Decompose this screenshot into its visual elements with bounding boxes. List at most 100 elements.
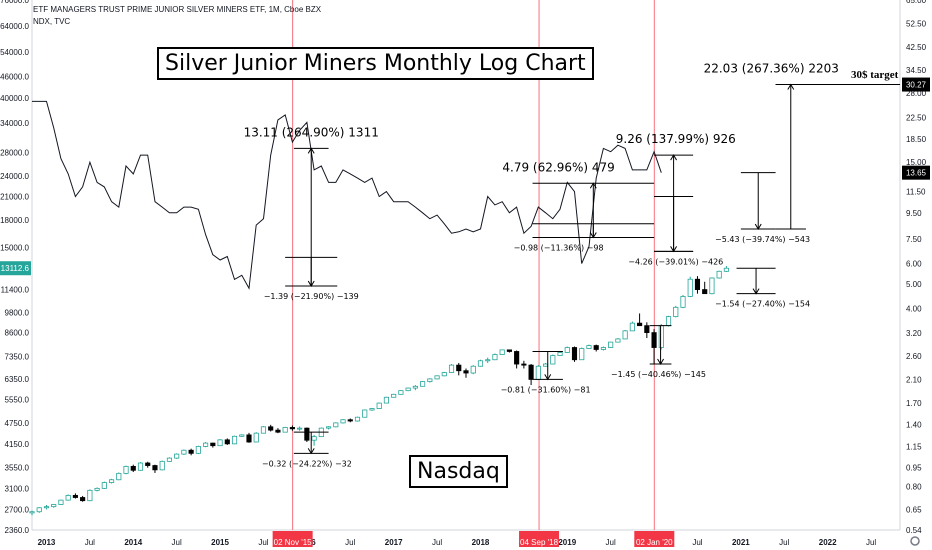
time-tick-label: Jul bbox=[258, 538, 268, 547]
ndx-candle bbox=[43, 506, 50, 509]
ndx-candle bbox=[665, 316, 672, 327]
ndx-candle bbox=[224, 439, 230, 445]
ndx-candle bbox=[608, 341, 614, 348]
ndx-candle bbox=[716, 270, 722, 279]
measure-label: −1.45 (−40.46%) −145 bbox=[611, 370, 706, 379]
time-tick-label: Jul bbox=[345, 538, 355, 547]
right-tick-label: 1.40 bbox=[906, 421, 922, 430]
ndx-candle bbox=[470, 365, 476, 374]
right-tick-label: 6.00 bbox=[906, 260, 922, 269]
ndx-candle bbox=[586, 345, 592, 349]
left-tick-label: 7350.0 bbox=[5, 353, 30, 362]
ndx-candle bbox=[116, 472, 122, 481]
ndx-candle bbox=[188, 449, 194, 454]
ndx-candle bbox=[427, 378, 433, 382]
ndx-candle bbox=[687, 278, 693, 297]
measure-label: 4.79 (62.96%) 479 bbox=[502, 160, 614, 174]
measure-label: −1.39 (−21.90%) −139 bbox=[264, 292, 359, 301]
left-tick-label: 46000.0 bbox=[0, 73, 29, 82]
right-tick-label: 0.65 bbox=[906, 505, 922, 514]
ndx-candle bbox=[723, 267, 729, 272]
left-tick-label: 18000.0 bbox=[0, 216, 29, 225]
target-price-text: 30.27 bbox=[906, 81, 927, 90]
measure-arrowhead bbox=[544, 374, 552, 381]
ndx-candle bbox=[130, 465, 136, 471]
ndx-candle bbox=[369, 408, 375, 411]
ndx-candle bbox=[376, 402, 382, 409]
ndx-candle bbox=[420, 381, 426, 387]
right-tick-label: 7.50 bbox=[906, 235, 922, 244]
left-tick-label: 2700.0 bbox=[5, 505, 30, 514]
compare-header: NDX, TVC bbox=[33, 17, 71, 26]
left-tick-label: 8600.0 bbox=[5, 329, 30, 338]
ndx-candle bbox=[260, 426, 267, 434]
ndx-candle bbox=[145, 462, 151, 466]
measure-arrowhead bbox=[307, 448, 315, 455]
ndx-last-badge bbox=[0, 261, 31, 276]
right-tick-label: 1.15 bbox=[906, 442, 922, 451]
ndx-candle bbox=[673, 306, 679, 318]
time-tick-label: 2017 bbox=[385, 538, 403, 547]
ndx-candle bbox=[564, 347, 570, 353]
silj-line bbox=[32, 100, 662, 290]
ndx-candle bbox=[231, 435, 238, 445]
ndx-candle bbox=[72, 495, 78, 498]
left-tick-label: 64000.0 bbox=[0, 22, 29, 31]
target-price-badge bbox=[902, 77, 930, 92]
measure-label: −0.32 (−24.22%) −32 bbox=[262, 459, 352, 468]
left-tick-label: 28000.0 bbox=[0, 148, 29, 157]
ndx-candle bbox=[702, 289, 708, 295]
measure-label: 22.03 (267.36%) 2203 bbox=[704, 62, 839, 76]
ndx-candle bbox=[434, 375, 440, 380]
ndx-candle bbox=[362, 409, 368, 418]
ndx-candle bbox=[398, 390, 404, 395]
date-marker-label: 02 Jan '20 bbox=[636, 538, 673, 547]
ndx-candle bbox=[29, 511, 35, 514]
right-tick-label: 1.70 bbox=[906, 399, 922, 408]
ndx-candle bbox=[304, 427, 310, 441]
ndx-candle bbox=[246, 434, 252, 443]
ndx-candle bbox=[311, 436, 317, 441]
symbol-header: ETF MANAGERS TRUST PRIME JUNIOR SILVER M… bbox=[33, 5, 322, 14]
right-tick-label: 0.54 bbox=[906, 526, 922, 535]
ndx-candle bbox=[694, 278, 701, 290]
ndx-candle bbox=[51, 504, 57, 508]
time-tick-label: 2019 bbox=[558, 538, 576, 547]
time-tick-label: Jul bbox=[692, 538, 702, 547]
left-tick-label: 54000.0 bbox=[0, 48, 29, 57]
right-tick-label: 18.50 bbox=[906, 135, 927, 144]
time-tick-label: Jul bbox=[606, 538, 616, 547]
ndx-candle bbox=[405, 387, 411, 392]
ndx-candle bbox=[94, 487, 100, 491]
measure-label: −4.26 (−39.01%) −426 bbox=[628, 257, 723, 266]
right-tick-label: 0.80 bbox=[906, 483, 922, 492]
time-tick-label: 2018 bbox=[472, 538, 490, 547]
nasdaq-label-box: Nasdaq bbox=[409, 455, 508, 488]
ndx-candle bbox=[514, 351, 520, 365]
left-tick-label: 5550.0 bbox=[5, 395, 30, 404]
left-tick-label: 4750.0 bbox=[5, 419, 30, 428]
measure-arrowhead bbox=[754, 223, 762, 231]
measure-arrowhead bbox=[307, 147, 315, 154]
chart-title-box: Silver Junior Miners Monthly Log Chart bbox=[157, 47, 594, 80]
ndx-candle bbox=[58, 499, 64, 505]
right-tick-label: 65.00 bbox=[906, 0, 927, 5]
ndx-candle bbox=[441, 372, 447, 377]
ndx-candle bbox=[333, 422, 339, 428]
ndx-candle bbox=[637, 322, 643, 327]
ndx-candle bbox=[123, 465, 129, 474]
date-marker-badge bbox=[634, 531, 675, 547]
left-tick-label: 3100.0 bbox=[5, 484, 30, 493]
measure-arrowhead bbox=[657, 358, 665, 366]
right-tick-label: 2.60 bbox=[906, 352, 922, 361]
left-tick-label: 21000.0 bbox=[0, 192, 29, 201]
measure-arrowhead bbox=[589, 232, 597, 239]
ndx-candle bbox=[354, 416, 361, 422]
ndx-candle bbox=[80, 497, 86, 502]
ndx-candle bbox=[297, 427, 303, 430]
time-tick-label: Jul bbox=[866, 538, 876, 547]
ndx-candle bbox=[36, 507, 42, 513]
right-tick-label: 11.50 bbox=[906, 188, 926, 197]
